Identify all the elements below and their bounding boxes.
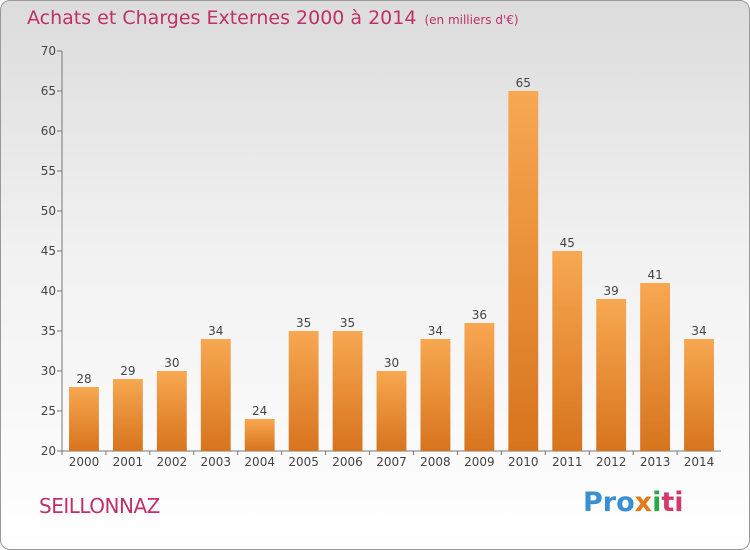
bar (464, 323, 495, 451)
bar-value-label: 30 (384, 356, 399, 370)
bar (508, 91, 539, 451)
bar-value-label: 45 (560, 236, 575, 250)
bar (640, 283, 671, 451)
y-tick-label: 20 (41, 444, 56, 458)
bar (244, 419, 275, 451)
y-tick-label: 50 (41, 204, 56, 218)
x-tick-label: 2007 (376, 455, 407, 469)
x-tick-label: 2011 (552, 455, 583, 469)
bar (112, 379, 143, 451)
y-tick-label: 35 (41, 324, 56, 338)
bar-value-label: 28 (76, 372, 91, 386)
x-tick-label: 2010 (508, 455, 539, 469)
chart-unit: (en milliers d'€) (424, 13, 519, 27)
y-tick-label: 25 (41, 404, 56, 418)
bar (552, 251, 583, 451)
chart-title: Achats et Charges Externes 2000 à 2014 (e… (27, 7, 519, 29)
x-tick-label: 2009 (464, 455, 495, 469)
x-tick-label: 2005 (288, 455, 319, 469)
bar-value-label: 34 (428, 324, 443, 338)
x-tick-label: 2004 (244, 455, 275, 469)
chart-title-text: Achats et Charges Externes 2000 à 2014 (27, 7, 417, 29)
commune-name: SEILLONNAZ (39, 494, 160, 518)
bar (332, 331, 363, 451)
bar-value-label: 35 (296, 316, 311, 330)
chart-bars: 28 29 30 34 24 35 35 30 34 36 65 45 39 41 34 (69, 76, 714, 451)
bar-value-label: 39 (604, 284, 619, 298)
bar-value-label: 30 (164, 356, 179, 370)
bar (684, 339, 714, 451)
x-tick-label: 2000 (69, 455, 100, 469)
bar (420, 339, 451, 451)
x-tick-label: 2001 (113, 455, 144, 469)
bar (69, 387, 99, 451)
y-tick-label: 65 (41, 84, 56, 98)
bar-value-label: 29 (120, 364, 135, 378)
bar-value-label: 41 (647, 268, 662, 282)
x-tick-label: 2006 (332, 455, 363, 469)
bar (200, 339, 231, 451)
bar-value-label: 24 (252, 404, 267, 418)
bar-value-label: 65 (516, 76, 531, 90)
x-tick-label: 2014 (684, 455, 715, 469)
bar (156, 371, 187, 451)
x-tick-label: 2013 (640, 455, 671, 469)
bar-value-label: 36 (472, 308, 487, 322)
y-tick-label: 60 (41, 124, 56, 138)
bar (288, 331, 319, 451)
y-tick-label: 30 (41, 364, 56, 378)
y-tick-label: 70 (41, 44, 56, 58)
x-tick-label: 2003 (200, 455, 231, 469)
bar (596, 299, 627, 451)
x-tick-label: 2008 (420, 455, 451, 469)
y-tick-label: 45 (41, 244, 56, 258)
x-tick-label: 2012 (596, 455, 627, 469)
y-tick-label: 40 (41, 284, 56, 298)
bar-value-label: 34 (208, 324, 223, 338)
y-tick-label: 55 (41, 164, 56, 178)
bar-value-label: 35 (340, 316, 355, 330)
proxiti-logo[interactable]: Proxiti (583, 487, 684, 518)
bar (376, 371, 407, 451)
bar-value-label: 34 (691, 324, 706, 338)
x-tick-label: 2002 (157, 455, 188, 469)
